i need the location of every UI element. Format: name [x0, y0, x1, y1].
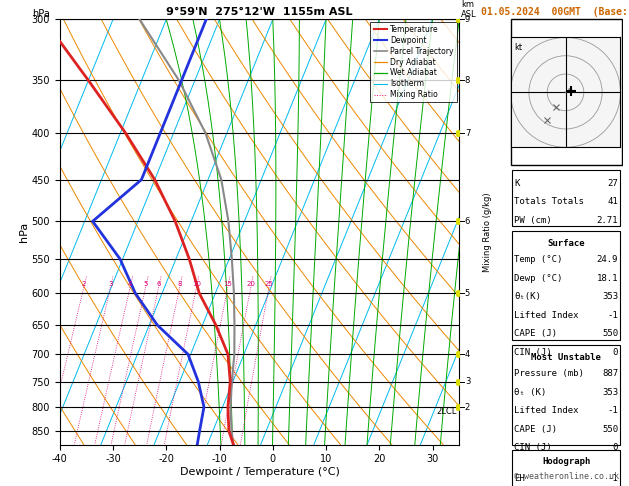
Text: 18.1: 18.1 [597, 274, 618, 283]
Text: 550: 550 [602, 329, 618, 338]
Text: 2.71: 2.71 [597, 216, 618, 225]
Text: θₜ (K): θₜ (K) [514, 388, 546, 397]
Text: 2: 2 [465, 402, 470, 412]
Text: Mixing Ratio (g/kg): Mixing Ratio (g/kg) [483, 192, 492, 272]
Bar [512, 231, 620, 340]
Text: 4: 4 [465, 350, 470, 359]
Text: θₜ(K): θₜ(K) [514, 292, 541, 301]
Bar [512, 345, 620, 445]
Text: CAPE (J): CAPE (J) [514, 329, 557, 338]
Text: CIN (J): CIN (J) [514, 347, 552, 357]
Text: 8: 8 [465, 76, 470, 85]
Text: CAPE (J): CAPE (J) [514, 425, 557, 434]
Text: 2: 2 [82, 281, 86, 287]
Text: 5: 5 [143, 281, 148, 287]
Text: PW (cm): PW (cm) [514, 216, 552, 225]
Text: 0: 0 [613, 347, 618, 357]
Text: -1: -1 [608, 311, 618, 320]
Text: 353: 353 [602, 388, 618, 397]
Text: K: K [514, 179, 520, 188]
Text: EH: EH [514, 474, 525, 483]
Text: km
ASL: km ASL [461, 0, 477, 19]
Text: Pressure (mb): Pressure (mb) [514, 369, 584, 379]
Text: -1: -1 [608, 406, 618, 416]
Text: 20: 20 [247, 281, 255, 287]
Text: 353: 353 [602, 292, 618, 301]
Text: Most Unstable: Most Unstable [531, 353, 601, 362]
Text: 25: 25 [265, 281, 274, 287]
Text: 7: 7 [465, 129, 470, 138]
Text: kt: kt [515, 43, 523, 52]
Text: Surface: Surface [547, 239, 585, 248]
Y-axis label: hPa: hPa [19, 222, 29, 242]
Text: 10: 10 [192, 281, 201, 287]
Text: 01.05.2024  00GMT  (Base: 18): 01.05.2024 00GMT (Base: 18) [481, 7, 629, 17]
Text: 550: 550 [602, 425, 618, 434]
Text: Lifted Index: Lifted Index [514, 406, 579, 416]
Text: 5: 5 [465, 289, 470, 298]
Bar [512, 450, 620, 486]
Text: 27: 27 [608, 179, 618, 188]
Text: © weatheronline.co.uk: © weatheronline.co.uk [514, 472, 618, 481]
Text: 3: 3 [108, 281, 113, 287]
Bar [511, 19, 621, 165]
Text: 41: 41 [608, 197, 618, 207]
Text: Lifted Index: Lifted Index [514, 311, 579, 320]
Text: Dewp (°C): Dewp (°C) [514, 274, 562, 283]
Text: hPa: hPa [32, 9, 50, 18]
Text: 6: 6 [465, 217, 470, 226]
X-axis label: Dewpoint / Temperature (°C): Dewpoint / Temperature (°C) [179, 467, 340, 477]
Legend: Temperature, Dewpoint, Parcel Trajectory, Dry Adiabat, Wet Adiabat, Isotherm, Mi: Temperature, Dewpoint, Parcel Trajectory… [370, 22, 457, 102]
Text: 24.9: 24.9 [597, 255, 618, 264]
Text: 2LCL: 2LCL [436, 407, 457, 417]
Text: Hodograph: Hodograph [542, 457, 590, 467]
Text: 9: 9 [465, 15, 470, 24]
Text: Temp (°C): Temp (°C) [514, 255, 562, 264]
Text: 3: 3 [465, 377, 470, 386]
Text: 15: 15 [223, 281, 232, 287]
Text: 4: 4 [128, 281, 132, 287]
Title: 9°59'N  275°12'W  1155m ASL: 9°59'N 275°12'W 1155m ASL [166, 7, 353, 17]
Text: -1: -1 [608, 474, 618, 483]
Text: 6: 6 [157, 281, 161, 287]
Text: 887: 887 [602, 369, 618, 379]
Text: 0: 0 [613, 443, 618, 452]
Text: Totals Totals: Totals Totals [514, 197, 584, 207]
Text: CIN (J): CIN (J) [514, 443, 552, 452]
Bar [512, 170, 620, 226]
Text: 8: 8 [177, 281, 182, 287]
